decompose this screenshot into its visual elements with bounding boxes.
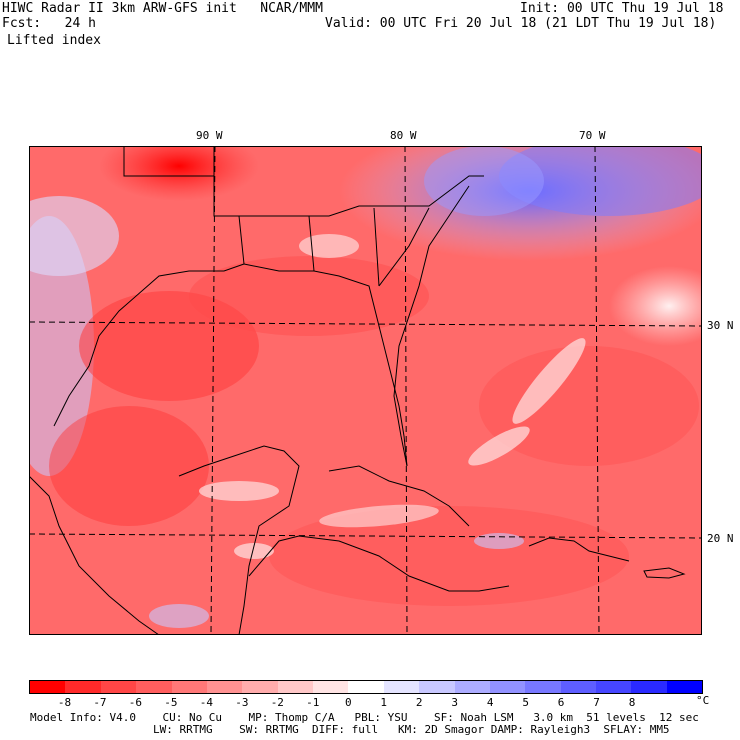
colorbar-labels: -8 -7 -6 -5 -4 -3 -2 -1 0 1 2 3 4 5 6 7 8 bbox=[29, 696, 729, 710]
colorbar-cell bbox=[65, 681, 101, 693]
valid-time: Valid: 00 UTC Fri 20 Jul 18 (21 LDT Thu … bbox=[325, 16, 717, 31]
colorbar-tick-label: -5 bbox=[164, 696, 178, 709]
colorbar-tick-label: 5 bbox=[522, 696, 529, 709]
plot-title: HIWC Radar II 3km ARW-GFS init NCAR/MMM bbox=[2, 1, 323, 16]
colorbar-cell bbox=[100, 681, 137, 693]
lon-label-90w: 90 W bbox=[196, 129, 223, 142]
field-label: Lifted index bbox=[7, 33, 101, 48]
colorbar-tick-label: -8 bbox=[57, 696, 72, 709]
lat-label-20n: 20 N bbox=[707, 532, 734, 545]
map-frame bbox=[29, 146, 702, 635]
colorbar-tick-label: -1 bbox=[306, 696, 320, 709]
colorbar-cell bbox=[454, 681, 490, 693]
model-info-line2: LW: RRTMG SW: RRTMG DIFF: full KM: 2D Sm… bbox=[153, 723, 670, 736]
colorbar-cell bbox=[560, 681, 596, 693]
lifted-index-map bbox=[29, 146, 702, 635]
colorbar-cell bbox=[313, 681, 349, 693]
colorbar-cell bbox=[383, 681, 420, 693]
forecast-hour: Fcst: 24 h bbox=[2, 16, 96, 31]
lon-label-70w: 70 W bbox=[579, 129, 606, 142]
colorbar-tick-label: -7 bbox=[93, 696, 107, 709]
lon-label-80w: 80 W bbox=[390, 129, 417, 142]
init-time: Init: 00 UTC Thu 19 Jul 18 bbox=[520, 1, 724, 16]
colorbar-tick-label: 6 bbox=[557, 696, 565, 709]
colorbar-unit: °C bbox=[696, 694, 710, 707]
colorbar-cell bbox=[525, 681, 561, 693]
colorbar-tick-label: 1 bbox=[380, 696, 388, 709]
model-info-line1: Model Info: V4.0 CU: No Cu MP: Thomp C/A… bbox=[30, 711, 699, 724]
colorbar-cell bbox=[489, 681, 526, 693]
colorbar-cell bbox=[171, 681, 207, 693]
colorbar-cell bbox=[277, 681, 313, 693]
colorbar-tick-label: 8 bbox=[628, 696, 636, 709]
colorbar-cell bbox=[666, 681, 703, 693]
colorbar-cell bbox=[136, 681, 172, 693]
coastlines bbox=[29, 146, 686, 635]
longitude-labels: 90 W 80 W 70 W bbox=[196, 129, 606, 142]
colorbar-cell bbox=[242, 681, 278, 693]
colorbar-cell bbox=[631, 681, 667, 693]
colorbar-tick-label: 0 bbox=[344, 696, 352, 709]
colorbar-tick-label: -2 bbox=[270, 696, 284, 709]
colorbar-tick-label: -3 bbox=[235, 696, 249, 709]
colorbar-tick-label: 4 bbox=[486, 696, 494, 709]
colorbar-tick-label: 3 bbox=[451, 696, 458, 709]
graticule bbox=[29, 146, 702, 635]
map-canvas bbox=[29, 146, 702, 635]
stable-region-west bbox=[29, 216, 94, 476]
colorbar bbox=[29, 680, 703, 694]
colorbar-cell bbox=[206, 681, 243, 693]
colorbar-tick-label: -4 bbox=[199, 696, 213, 709]
colorbar-tick-label: -6 bbox=[128, 696, 143, 709]
colorbar-cell bbox=[348, 681, 384, 693]
colorbar-cell bbox=[30, 681, 66, 693]
colorbar-cell bbox=[419, 681, 455, 693]
latitude-labels: 30 N 20 N bbox=[707, 319, 734, 545]
colorbar-tick-label: 7 bbox=[593, 696, 600, 709]
colorbar-tick-label: 2 bbox=[415, 696, 423, 709]
colorbar-cell bbox=[596, 681, 632, 693]
lat-label-30n: 30 N bbox=[707, 319, 734, 332]
unstable-region-north bbox=[99, 146, 259, 201]
